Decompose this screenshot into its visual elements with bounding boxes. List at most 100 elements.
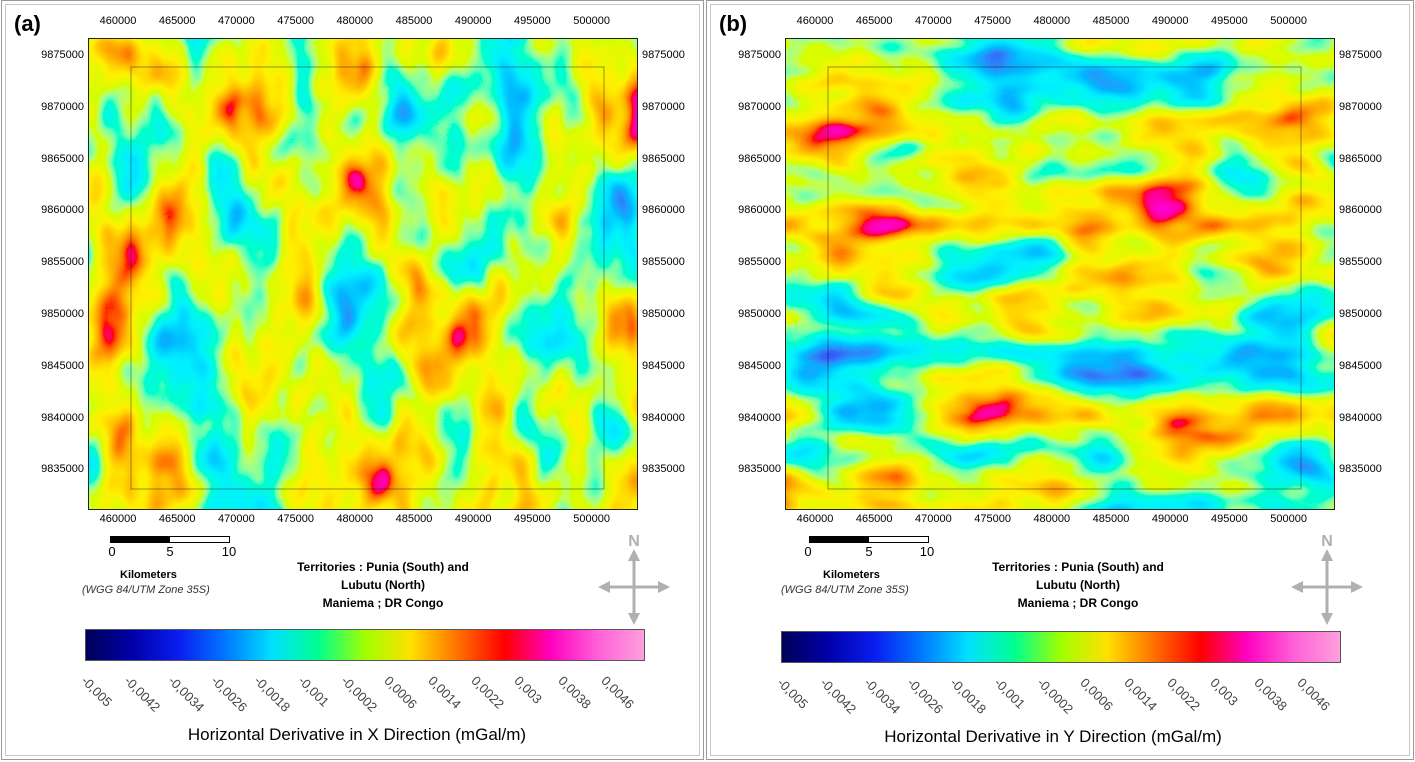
color-scale-bar — [85, 629, 645, 661]
territory-label: Territories : Punia (South) and Lubutu (… — [268, 558, 498, 612]
territory-label: Territories : Punia (South) and Lubutu (… — [963, 558, 1193, 612]
north-arrow-icon: N — [1291, 533, 1363, 625]
projection-label: (WGG 84/UTM Zone 35S) — [82, 584, 210, 596]
easting-tick-label: 480000 — [1033, 15, 1071, 27]
color-scale-bar — [781, 631, 1341, 663]
northing-tick-label: 9850000 — [1339, 308, 1382, 320]
easting-tick-label: 485000 — [395, 15, 433, 27]
northing-tick-label: 9860000 — [41, 204, 84, 217]
northing-tick-label: 9865000 — [642, 152, 685, 165]
easting-tick-label: 485000 — [1092, 513, 1130, 525]
territory-line-3: Maniema ; DR Congo — [1017, 596, 1139, 610]
northing-tick-label: 9860000 — [642, 204, 685, 217]
color-scale-title: Horizontal Derivative in Y Direction (mG… — [884, 727, 1222, 746]
panel-frame — [710, 4, 1410, 756]
anomaly-map-image — [786, 39, 1334, 509]
northing-tick-label: 9845000 — [642, 359, 685, 372]
easting-tick-label: 470000 — [915, 513, 952, 525]
northing-tick-label: 9835000 — [738, 463, 781, 476]
scale-unit: Kilometers — [823, 569, 880, 581]
northing-tick-label: 9850000 — [642, 308, 685, 320]
easting-tick-label: 500000 — [573, 15, 610, 27]
easting-tick-label: 500000 — [573, 513, 610, 525]
easting-tick-label: 475000 — [974, 513, 1011, 525]
easting-tick-label: 490000 — [454, 513, 492, 525]
northing-tick-label: 9865000 — [41, 152, 84, 165]
easting-tick-label: 490000 — [1151, 15, 1189, 27]
northing-tick-label: 9860000 — [738, 204, 781, 217]
northing-tick-label: 9875000 — [738, 49, 781, 61]
north-arrow: N — [1291, 531, 1363, 627]
north-arrow-icon: N — [598, 533, 670, 625]
northing-tick-label: 9835000 — [642, 463, 685, 476]
scale-unit: Kilometers — [120, 569, 177, 581]
easting-tick-label: 490000 — [1151, 513, 1189, 525]
northing-tick-label: 9845000 — [1339, 359, 1382, 372]
northing-tick-label: 9865000 — [1339, 152, 1382, 165]
territory-line-1: Territories : Punia (South) and — [297, 560, 469, 574]
territory-line-1: Territories : Punia (South) and — [992, 560, 1164, 574]
anomaly-map — [88, 38, 638, 510]
easting-tick-label: 480000 — [1033, 513, 1071, 525]
color-scale-title: Horizontal Derivative in X Direction (mG… — [187, 725, 527, 744]
easting-tick-label: 465000 — [158, 15, 196, 27]
northing-tick-label: 9835000 — [41, 463, 84, 476]
easting-tick-label: 495000 — [514, 513, 551, 525]
northing-tick-label: 9840000 — [1339, 411, 1382, 424]
northing-tick-label: 9870000 — [1339, 100, 1382, 113]
easting-tick-label: 470000 — [218, 15, 255, 27]
northing-tick-label: 9860000 — [1339, 204, 1382, 217]
easting-tick-label: 470000 — [915, 15, 952, 27]
easting-tick-label: 475000 — [277, 513, 314, 525]
northing-tick-label: 9875000 — [41, 49, 84, 61]
northing-tick-label: 9875000 — [1339, 49, 1382, 61]
northing-tick-label: 9850000 — [41, 308, 84, 320]
panel-label: (b) — [719, 11, 748, 36]
northing-tick-label: 9840000 — [41, 411, 84, 424]
northing-tick-label: 9855000 — [41, 256, 84, 269]
northing-tick-label: 9850000 — [738, 308, 781, 320]
scale-tick-5: 5 — [166, 544, 174, 559]
north-arrow: N — [598, 531, 670, 627]
scale-tick-0: 0 — [804, 544, 812, 559]
easting-tick-label: 500000 — [1270, 15, 1307, 27]
scale-tick-5: 5 — [865, 544, 873, 559]
scale-tick-0: 0 — [108, 544, 116, 559]
northing-tick-label: 9835000 — [1339, 463, 1382, 476]
panel-a: (a) — [1, 0, 704, 760]
easting-tick-label: 495000 — [1211, 513, 1248, 525]
northing-tick-label: 9840000 — [642, 411, 685, 424]
northing-tick-label: 9855000 — [642, 256, 685, 269]
northing-tick-label: 9845000 — [738, 359, 781, 372]
easting-tick-label: 470000 — [218, 513, 255, 525]
panel-label: (a) — [14, 11, 41, 36]
easting-tick-label: 490000 — [454, 15, 492, 27]
scale-bar — [110, 536, 230, 543]
anomaly-map — [785, 38, 1335, 510]
panel-frame — [5, 4, 700, 756]
easting-tick-label: 480000 — [336, 513, 374, 525]
northing-tick-label: 9865000 — [738, 152, 781, 165]
northing-tick-label: 9845000 — [41, 359, 84, 372]
territory-line-3: Maniema ; DR Congo — [322, 596, 444, 610]
northing-tick-label: 9875000 — [642, 49, 685, 61]
northing-tick-label: 9870000 — [738, 100, 781, 113]
territory-line-2: Lubutu (North) — [1036, 578, 1120, 592]
northing-tick-label: 9855000 — [1339, 256, 1382, 269]
scale-bar — [809, 536, 929, 543]
easting-tick-label: 485000 — [1092, 15, 1130, 27]
easting-tick-label: 485000 — [395, 513, 433, 525]
easting-tick-label: 460000 — [99, 15, 137, 27]
easting-tick-label: 460000 — [99, 513, 137, 525]
easting-tick-label: 475000 — [974, 15, 1011, 27]
scale-tick-10: 10 — [221, 544, 237, 559]
projection-label: (WGG 84/UTM Zone 35S) — [781, 584, 909, 596]
easting-tick-label: 465000 — [855, 15, 893, 27]
panel-b: (b) — [706, 0, 1414, 760]
anomaly-map-image — [89, 39, 637, 509]
easting-tick-label: 480000 — [336, 15, 374, 27]
easting-tick-label: 465000 — [855, 513, 893, 525]
northing-tick-label: 9870000 — [642, 100, 685, 113]
easting-tick-label: 500000 — [1270, 513, 1307, 525]
easting-tick-label: 460000 — [796, 513, 834, 525]
